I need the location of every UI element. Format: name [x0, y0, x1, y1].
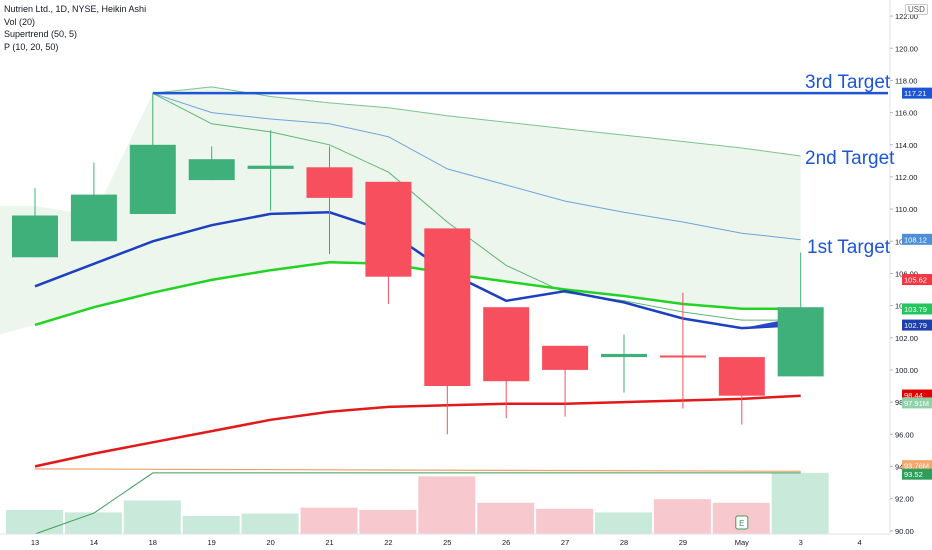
price-badge-label: 108.12 [904, 235, 927, 244]
time-axis-bg [0, 534, 932, 550]
candle-body [129, 144, 176, 214]
earnings-marker-label: E [739, 519, 744, 528]
legend-p[interactable]: P (10, 20, 50) [4, 41, 59, 52]
blue-ma-line [34, 211, 801, 330]
price-badge-label: 93.52 [904, 470, 923, 479]
green-ma-line [34, 260, 801, 327]
price-badge [902, 274, 932, 286]
candle-body [306, 167, 353, 198]
time-tick-label: 26 [502, 538, 510, 547]
candle-body [188, 159, 235, 181]
price-tick-label: 106.00 [895, 269, 918, 278]
price-badge-label: 98.44 [904, 391, 923, 400]
first-target-label: 1st Target [807, 237, 891, 258]
candle-body [12, 215, 58, 258]
time-tick-label: 3 [799, 538, 803, 547]
band-lower-line [152, 92, 801, 321]
candle-body [659, 355, 706, 358]
price-tick-label: 120.00 [895, 44, 918, 53]
volume-bar [771, 472, 829, 534]
volume-bar [64, 512, 122, 534]
second-target-label: 2nd Target [805, 148, 895, 169]
volume-bar [418, 476, 476, 534]
volume-ma-orange-line [34, 468, 801, 472]
time-tick-label: 25 [443, 538, 451, 547]
time-tick-label: 13 [31, 538, 39, 547]
volume-bar [123, 500, 181, 534]
price-tick-label: 96.00 [895, 430, 914, 439]
candle-body [483, 307, 530, 382]
price-badge [902, 460, 932, 472]
legend-title[interactable]: Nutrien Ltd., 1D, NYSE, Heikin Ashi [4, 4, 147, 14]
volume-bar [536, 508, 594, 534]
price-badge [902, 397, 932, 409]
volume-bar [6, 510, 63, 534]
time-tick-label: 20 [266, 538, 274, 547]
candle-body [777, 307, 824, 377]
time-tick-label: 4 [858, 538, 862, 547]
time-tick-label: 19 [208, 538, 216, 547]
price-tick-label: 92.00 [895, 495, 914, 504]
volume-bar [477, 502, 535, 534]
candle-body [70, 194, 117, 242]
volume-ma-green-line [34, 472, 801, 535]
price-tick-label: 100.00 [895, 366, 918, 375]
price-badge [902, 468, 932, 480]
candle-body [424, 228, 471, 386]
price-badge [902, 87, 932, 99]
earnings-marker [735, 515, 749, 530]
candle-body [542, 345, 589, 370]
volume-bar [595, 512, 652, 534]
legend-vol[interactable]: Vol (20) [4, 16, 36, 27]
volume-bar [653, 499, 711, 534]
price-badge-label: 105.62 [904, 276, 927, 285]
price-badge [902, 233, 932, 245]
third-target-label: 3rd Target [805, 72, 891, 93]
price-tick-label: 114.00 [895, 141, 917, 150]
price-badge [902, 319, 932, 331]
candle-body [601, 353, 647, 358]
price-badge-label: 97.91M [904, 399, 929, 408]
time-tick-label: 22 [384, 538, 392, 547]
time-tick-label: May [735, 538, 749, 547]
band-upper-line [152, 86, 801, 157]
volume-bar [182, 516, 240, 534]
price-badge-label: 102.79 [904, 321, 927, 330]
candle-body [247, 165, 294, 169]
currency-label[interactable]: USD [905, 4, 928, 15]
price-tick-label: 102.00 [895, 334, 918, 343]
price-badge [902, 389, 932, 401]
time-tick-label: 14 [90, 538, 98, 547]
price-tick-label: 118.00 [895, 76, 917, 85]
volume-bar [241, 513, 299, 534]
price-tick-label: 90.00 [895, 527, 914, 536]
price-tick-label: 110.00 [895, 205, 917, 214]
time-tick-label: 28 [620, 538, 628, 547]
band-mid-line [152, 92, 801, 241]
price-tick-label: 112.00 [895, 173, 917, 182]
price-badge [902, 303, 932, 315]
price-tick-label: 116.00 [895, 109, 917, 118]
chart-legend: Nutrien Ltd., 1D, NYSE, Heikin Ashi Vol … [4, 3, 146, 53]
red-ma-line [34, 394, 801, 468]
candle-body [718, 357, 765, 396]
price-badge-label: 103.79 [904, 305, 927, 314]
volume-bar [300, 507, 358, 534]
price-badge-label: 117.21 [904, 89, 926, 98]
candle-body [365, 181, 412, 277]
price-tick-label: 122.00 [895, 12, 918, 21]
legend-supertrend[interactable]: Supertrend (50, 5) [4, 29, 78, 39]
time-tick-label: 21 [325, 538, 333, 547]
time-tick-label: 29 [679, 538, 687, 547]
price-badge-label: 93.76M [904, 462, 929, 471]
time-tick-label: 18 [149, 538, 157, 547]
volume-bar [359, 510, 417, 534]
time-tick-label: 27 [561, 538, 569, 547]
